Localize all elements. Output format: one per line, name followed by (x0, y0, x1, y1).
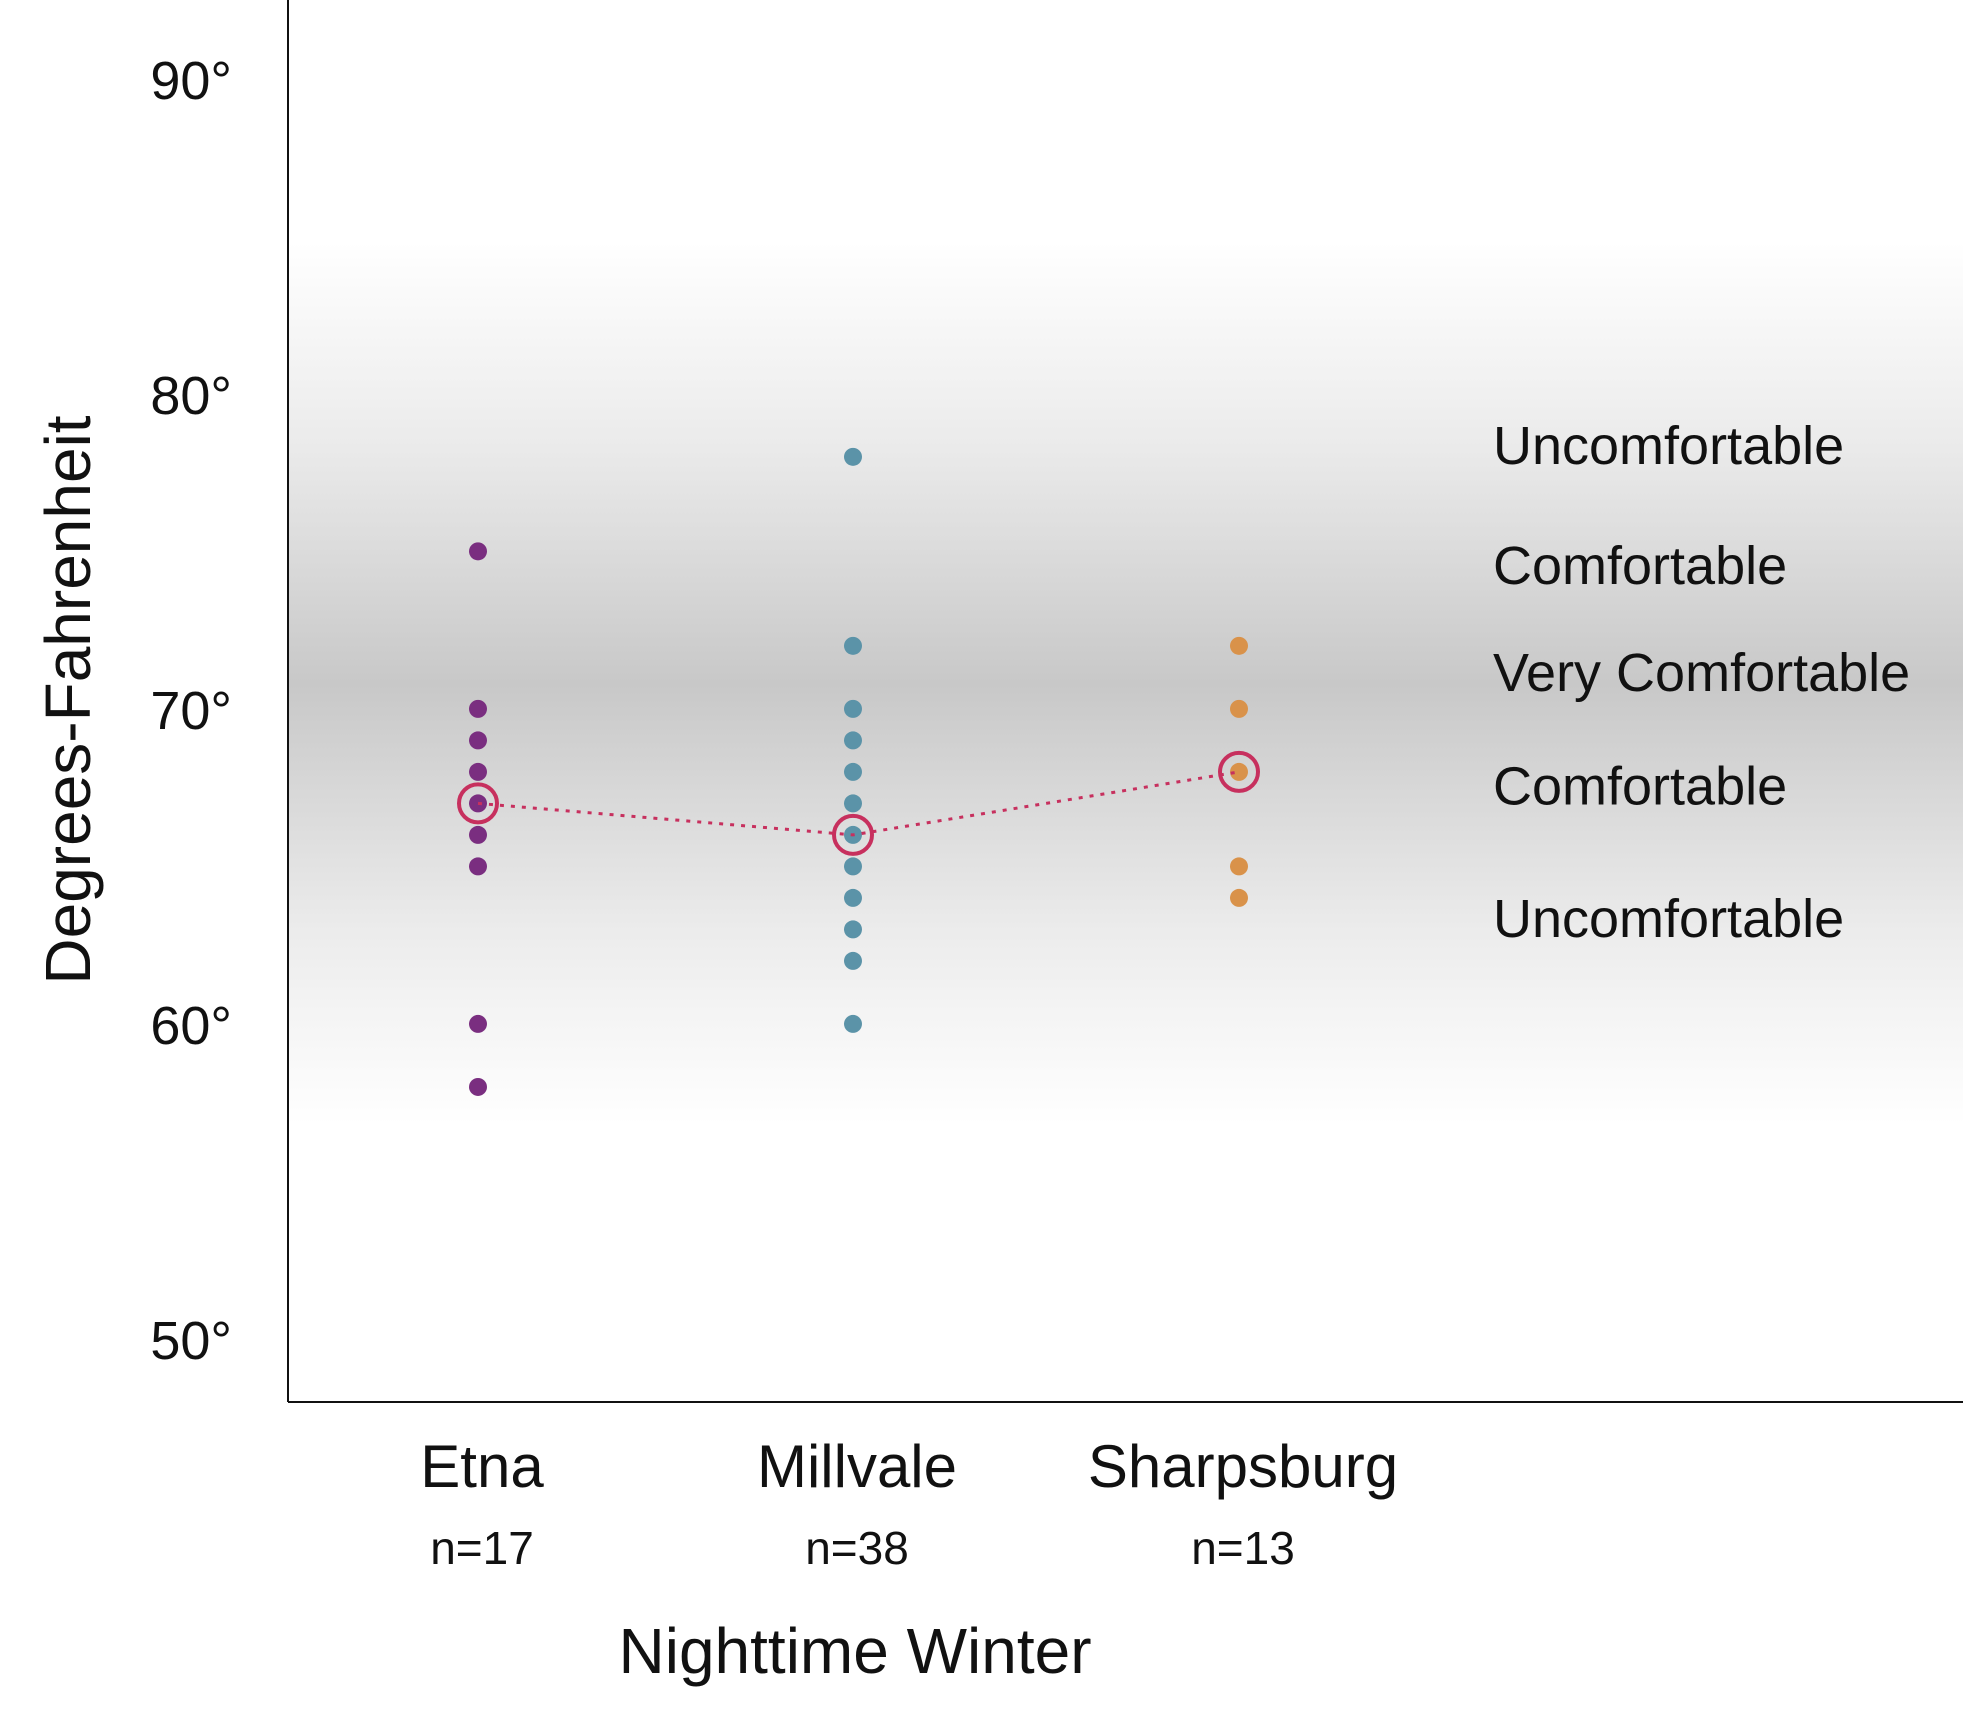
data-point (844, 951, 862, 970)
data-point (844, 794, 862, 813)
data-point (469, 699, 487, 718)
mean-markers (457, 750, 1260, 856)
data-point (1230, 699, 1248, 718)
data-point (1230, 888, 1248, 907)
data-point (469, 762, 487, 781)
comfort-zone-label: Uncomfortable (1493, 889, 1844, 949)
x-category-label: Millvale (757, 1433, 957, 1500)
x-category-count: n=13 (1191, 1522, 1295, 1574)
data-point (844, 857, 862, 876)
data-points (469, 447, 1248, 1096)
data-point (844, 1014, 862, 1033)
x-axis-title: Nighttime Winter (619, 1615, 1092, 1687)
data-point (469, 731, 487, 750)
data-point (844, 447, 862, 466)
data-point (844, 920, 862, 939)
data-point (844, 888, 862, 907)
x-category-label: Etna (420, 1433, 544, 1500)
mean-marker (832, 813, 874, 856)
comfort-zone-band (289, 242, 1963, 1125)
data-point (469, 825, 487, 844)
data-point (1230, 636, 1248, 655)
mean-marker (457, 782, 499, 825)
data-point (469, 542, 487, 561)
comfort-zone-label: Very Comfortable (1493, 643, 1910, 703)
data-point (844, 762, 862, 781)
x-axis-categories: Etna n=17 Millvale n=38 Sharpsburg n=13 (420, 1433, 1398, 1574)
comfort-zone-label: Uncomfortable (1493, 416, 1844, 476)
comfort-zone-label: Comfortable (1493, 536, 1787, 596)
x-category-count: n=17 (430, 1522, 534, 1574)
y-tick-label: 70° (150, 681, 232, 741)
comfort-zone-labels: Uncomfortable Comfortable Very Comfortable… (1493, 416, 1910, 949)
y-tick-label: 50° (150, 1311, 232, 1371)
data-point (1230, 857, 1248, 876)
data-point (844, 731, 862, 750)
y-tick-label: 80° (150, 366, 232, 426)
data-point (844, 699, 862, 718)
data-point (469, 1077, 487, 1096)
data-point (469, 1014, 487, 1033)
mean-marker (1218, 750, 1260, 793)
comfort-zone-label: Comfortable (1493, 756, 1787, 816)
y-axis-title: Degrees-Fahrenheit (32, 415, 104, 984)
data-point (469, 857, 487, 876)
x-category-count: n=38 (805, 1522, 909, 1574)
data-point (1230, 762, 1248, 781)
mean-connector-line (477, 770, 1240, 837)
data-point (844, 636, 862, 655)
y-axis-ticks: 50° 60° 70° 80° 90° (150, 51, 232, 1371)
y-tick-label: 60° (150, 996, 232, 1056)
y-tick-label: 90° (150, 51, 232, 111)
x-category-label: Sharpsburg (1088, 1433, 1398, 1500)
